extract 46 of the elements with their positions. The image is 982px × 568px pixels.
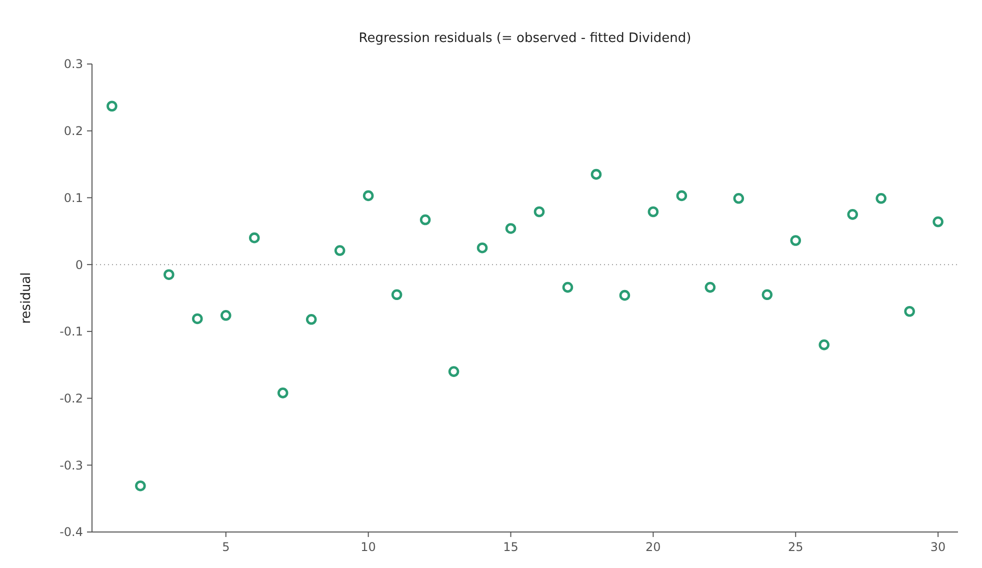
point <box>619 290 630 301</box>
y-tick-label: -0.2 <box>60 391 83 406</box>
y-axis-title: residual <box>19 272 34 324</box>
point <box>448 366 460 377</box>
point <box>818 339 830 350</box>
point <box>762 289 773 300</box>
point <box>248 232 260 244</box>
x-tick-label: 25 <box>788 540 804 554</box>
y-tick-label: -0.3 <box>60 458 83 472</box>
point <box>135 480 146 492</box>
point <box>192 313 203 324</box>
point <box>277 388 288 398</box>
point <box>676 190 688 202</box>
y-tick-label: 0.1 <box>64 190 83 205</box>
y-tick-label: -0.4 <box>60 525 83 540</box>
point <box>391 289 402 300</box>
chart-title: Regression residuals (= observed - fitted Dividend) <box>358 31 692 46</box>
point <box>220 310 232 321</box>
point <box>648 206 659 218</box>
x-tick-label: 5 <box>222 540 230 554</box>
point <box>334 245 346 256</box>
point <box>534 206 545 218</box>
x-tick-label: 30 <box>930 540 946 554</box>
y-tick-label: -0.1 <box>60 324 83 339</box>
point <box>106 100 118 112</box>
point <box>420 214 431 226</box>
point <box>476 242 488 254</box>
point <box>847 209 858 220</box>
x-tick-label: 10 <box>360 540 376 554</box>
point <box>704 282 716 293</box>
point <box>505 223 516 234</box>
y-tick-label: 0 <box>75 258 83 272</box>
point <box>562 282 574 293</box>
point <box>790 235 802 246</box>
y-tick-label: 0.2 <box>64 124 83 138</box>
point <box>590 168 602 180</box>
x-tick-label: 15 <box>503 540 518 554</box>
x-tick-label: 20 <box>646 540 661 554</box>
point <box>164 269 174 280</box>
point <box>362 190 374 202</box>
y-tick-label: 0.3 <box>64 57 83 72</box>
point <box>904 306 915 317</box>
point <box>876 192 886 204</box>
point <box>733 192 744 204</box>
point <box>932 216 944 228</box>
point <box>306 314 317 325</box>
